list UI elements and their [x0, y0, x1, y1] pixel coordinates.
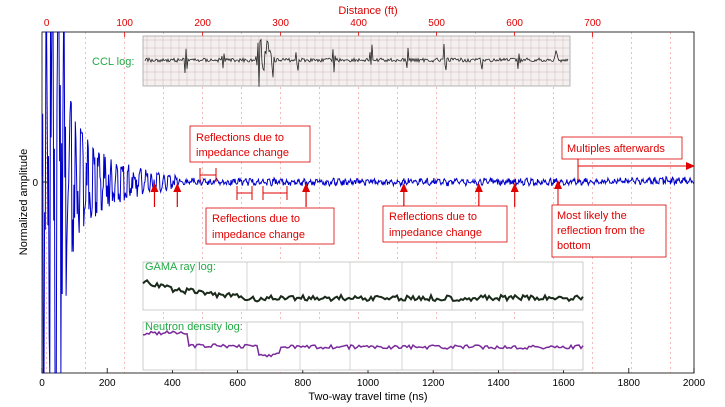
gama-log-background	[142, 261, 584, 311]
gama-ray-log-inset: GAMA ray log:	[142, 261, 584, 311]
top-distance-axis: 0 100 200 300 400 500 600 700	[44, 18, 601, 37]
reflection-arrowhead	[150, 183, 159, 192]
ccl-log-title: CCL log:	[92, 56, 134, 68]
ccl-log-background	[142, 35, 571, 87]
bottom-arrowhead	[554, 180, 562, 189]
left-amplitude-axis: 0	[32, 178, 47, 189]
reflection-arrowhead	[510, 183, 519, 192]
callout-box	[561, 136, 683, 160]
callout-refl-3: Reflections due to impedance change	[382, 205, 508, 243]
bottom-tick-label: 200	[99, 378, 116, 389]
reflection-arrowhead	[302, 183, 311, 192]
bottom-time-axis: 0 200 400 600 800 1000 1200 1400 1600 1800 2000	[39, 368, 706, 389]
bottom-tick-label: 1800	[618, 378, 641, 389]
callout-line: Reflections due to	[389, 211, 477, 223]
ccl-log-inset: CCL log:	[92, 35, 571, 87]
callout-box	[189, 125, 311, 163]
callout-box	[551, 204, 667, 258]
bottom-tick-label: 600	[229, 378, 246, 389]
callout-line: Multiples afterwards	[567, 143, 665, 155]
callout-line: Most likely the	[557, 210, 627, 222]
x-axis-title: Two-way travel time (ns)	[308, 391, 427, 403]
callout-line: impedance change	[389, 227, 482, 239]
reflection-arrows	[150, 183, 519, 207]
neutron-log-inset: Neutron density log:	[142, 321, 584, 371]
top-tick-label: 600	[506, 18, 523, 29]
neutron-log-title: Neutron density log:	[145, 321, 243, 333]
multiples-arrowhead	[686, 162, 695, 170]
interval-arrows	[199, 168, 288, 200]
callout-line: Reflections due to	[212, 213, 300, 225]
bottom-tick-label: 1400	[487, 378, 510, 389]
top-tick-label: 300	[272, 18, 289, 29]
bottom-tick-label: 800	[294, 378, 311, 389]
top-tick-label: 700	[584, 18, 601, 29]
callout-box	[382, 205, 508, 243]
callout-multiples: Multiples afterwards	[561, 136, 695, 181]
bottom-tick-label: 1200	[422, 378, 445, 389]
top-tick-label: 400	[350, 18, 367, 29]
bottom-tick-label: 400	[164, 378, 181, 389]
bottom-tick-label: 1600	[552, 378, 575, 389]
callout-line: Reflections due to	[196, 132, 284, 144]
bottom-tick-label: 1000	[357, 378, 380, 389]
ccl-log-trace	[144, 38, 569, 87]
top-tick-label: 200	[194, 18, 211, 29]
neutron-log-trace	[142, 330, 584, 358]
callout-refl-2: Reflections due to impedance change	[205, 207, 335, 245]
callout-bottom: Most likely the reflection from the bott…	[551, 180, 667, 258]
callout-line: reflection from the	[557, 225, 645, 237]
gama-log-trace	[142, 278, 584, 303]
main-trace-line	[41, 31, 695, 374]
top-tick-label: 0	[44, 18, 50, 29]
y-axis-title: Normalized amplitude	[18, 149, 30, 255]
gama-log-grid	[195, 262, 554, 310]
reflection-arrowhead	[173, 183, 182, 192]
left-tick-label: 0	[32, 178, 38, 189]
callout-refl-1: Reflections due to impedance change	[189, 125, 311, 163]
top-axis-title: Distance (ft)	[338, 5, 397, 17]
top-tick-label: 500	[428, 18, 445, 29]
bottom-tick-label: 2000	[683, 378, 706, 389]
gama-log-title: GAMA ray log:	[145, 261, 216, 273]
callout-line: impedance change	[196, 147, 289, 159]
bottom-tick-label: 0	[39, 378, 45, 389]
callout-line: bottom	[557, 240, 591, 252]
reflection-arrowhead	[399, 183, 408, 192]
callout-line: impedance change	[212, 229, 305, 241]
reflection-arrowhead	[474, 183, 483, 192]
callout-box	[205, 207, 335, 245]
top-tick-label: 100	[116, 18, 133, 29]
